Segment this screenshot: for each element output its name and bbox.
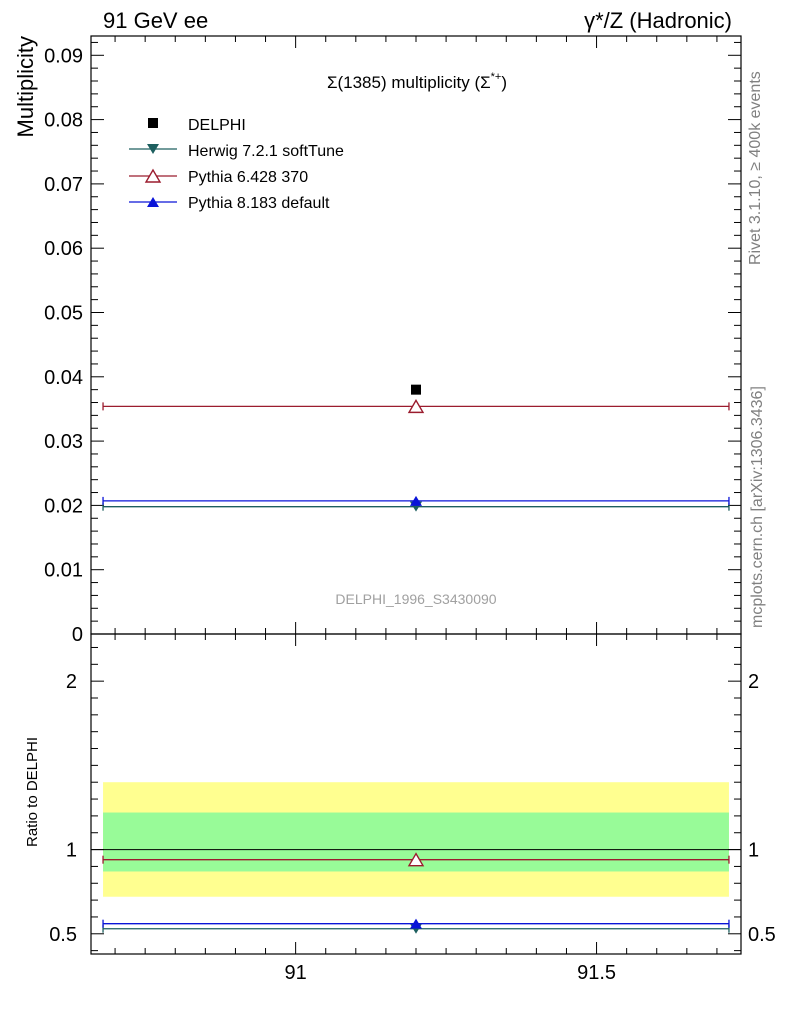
rivet-label: Rivet 3.1.10, ≥ 400k events: [747, 71, 764, 265]
ratio-xtick-label: 91.5: [577, 962, 616, 984]
main-axis-ticks: 0 0.01 0.02 0.03 0.04 0.05 0.06 0.07 0.08 0.09: [44, 36, 741, 646]
header-right-title: γ*/Z (Hadronic): [584, 8, 732, 33]
main-series: [102, 384, 730, 512]
legend-marker-pythia6: [144, 168, 162, 183]
main-ytick-label: 0.01: [44, 560, 83, 582]
main-ytick-label: 0.03: [44, 431, 83, 453]
legend-label-pythia8: Pythia 8.183 default: [188, 195, 330, 212]
ratio-axis-ticks: 0.5 0.5 1 1 2 2 91 91.5: [49, 634, 776, 984]
main-point-pythia6: [407, 398, 425, 414]
ratio-xtick-label: 91: [285, 962, 307, 984]
main-ytick-label: 0: [72, 624, 83, 646]
main-ytick-label: 0.05: [44, 302, 83, 324]
main-title: Σ(1385) multiplicity (Σ*+): [327, 71, 507, 92]
legend: DELPHI Herwig 7.2.1 softTune Pythia 6.42…: [129, 117, 344, 212]
legend-item-pythia8: Pythia 8.183 default: [129, 195, 330, 212]
legend-label-herwig: Herwig 7.2.1 softTune: [188, 143, 344, 160]
ratio-panel: Ratio to DELPHI 0.5 0.5 1 1 2 2 91 91.5: [24, 633, 776, 984]
mcplots-label: mcplots.cern.ch [arXiv:1306.3436]: [749, 386, 766, 628]
ratio-series: [102, 852, 730, 934]
main-point-delphi: [411, 384, 421, 395]
ratio-ytick-label-right: 0.5: [748, 924, 776, 946]
ratio-ytick-label-left: 0.5: [49, 924, 77, 946]
legend-marker-delphi: [148, 118, 158, 128]
legend-marker-herwig: [147, 144, 159, 154]
legend-label-pythia6: Pythia 6.428 370: [188, 169, 308, 186]
main-ylabel: Multiplicity: [13, 36, 38, 137]
main-ytick-label: 0.09: [44, 45, 83, 67]
legend-item-herwig: Herwig 7.2.1 softTune: [129, 143, 344, 160]
main-point-pythia8: [410, 495, 422, 506]
main-ytick-label: 0.08: [44, 110, 83, 132]
legend-item-delphi: DELPHI: [148, 117, 246, 134]
legend-marker-pythia8: [147, 197, 159, 207]
ratio-ytick-label-right: 1: [748, 840, 759, 862]
legend-label-delphi: DELPHI: [188, 117, 246, 134]
ratio-ytick-label-left: 1: [66, 840, 77, 862]
legend-item-pythia6: Pythia 6.428 370: [129, 168, 308, 186]
watermark-label: DELPHI_1996_S3430090: [335, 591, 496, 607]
main-ytick-label: 0.02: [44, 495, 83, 517]
ratio-ytick-label-right: 2: [748, 671, 759, 693]
header-left-title: 91 GeV ee: [103, 8, 208, 33]
ratio-bands: [103, 782, 729, 897]
main-ytick-label: 0.07: [44, 174, 83, 196]
main-ytick-label: 0.04: [44, 367, 83, 389]
ratio-point-pythia6: [407, 852, 425, 867]
main-panel: Σ(1385) multiplicity (Σ*+) Multiplicity …: [13, 35, 742, 646]
ratio-ytick-label-left: 2: [66, 671, 77, 693]
ratio-ylabel: Ratio to DELPHI: [24, 737, 41, 847]
ratio-point-pythia8: [410, 918, 422, 929]
main-ytick-label: 0.06: [44, 238, 83, 260]
